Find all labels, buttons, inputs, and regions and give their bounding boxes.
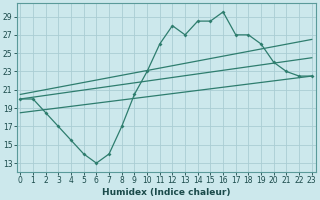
X-axis label: Humidex (Indice chaleur): Humidex (Indice chaleur) <box>102 188 230 197</box>
